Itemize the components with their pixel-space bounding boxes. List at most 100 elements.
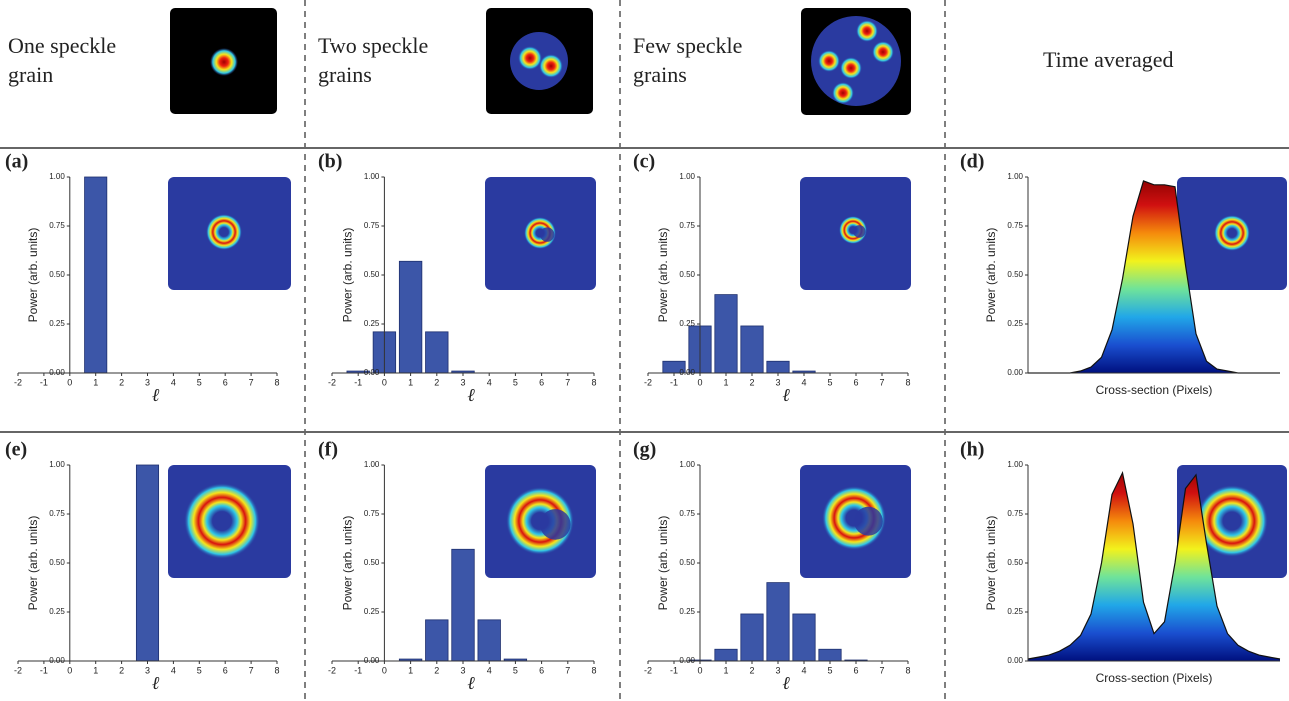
y-tick-label: 0.75 <box>49 221 65 230</box>
y-axis-label: Power (arb. units) <box>656 228 670 323</box>
panel: (c) -2 -1 0 1 2 3 4 5 6 7 8 ℓ 0.00 0.25 0.50 0.75 1.00 Pow… <box>633 151 911 405</box>
y-axis-label: Power (arb. units) <box>984 516 998 611</box>
x-axis-label: ℓ <box>782 673 790 693</box>
column-title: grain <box>8 62 53 87</box>
x-axis-label: ℓ <box>152 385 160 405</box>
x-tick-label: 7 <box>249 377 254 387</box>
x-tick-label: -2 <box>328 665 336 675</box>
x-tick-label: 4 <box>801 377 806 387</box>
speckle <box>539 54 563 78</box>
panel: (f) -2 -1 0 1 2 3 4 5 6 7 8 ℓ 0.00 0.25 0.50 0.75 1.00 Pow… <box>318 439 597 694</box>
y-tick-label: 0.00 <box>1007 368 1023 377</box>
x-tick-label: 5 <box>513 665 518 675</box>
x-tick-label: 6 <box>853 377 858 387</box>
panel: (d) Cross-section (Pixels) 0.00 0.25 0.50 0.7… <box>960 151 1287 397</box>
speckle <box>872 41 894 63</box>
x-tick-label: 3 <box>460 377 465 387</box>
x-tick-label: 2 <box>749 665 754 675</box>
x-tick-label: 8 <box>274 665 279 675</box>
x-axis-label: ℓ <box>467 673 475 693</box>
inset-dark-spot <box>540 227 555 242</box>
panel-label: (a) <box>5 151 28 173</box>
y-tick-label: 1.00 <box>49 172 65 181</box>
x-tick-label: 2 <box>434 377 439 387</box>
x-tick-label: 6 <box>853 665 858 675</box>
inset-beam <box>1214 215 1250 251</box>
x-tick-label: 0 <box>697 377 702 387</box>
panel-label: (d) <box>960 151 984 173</box>
y-tick-label: 0.00 <box>364 656 380 665</box>
x-tick-label: 4 <box>171 377 176 387</box>
x-tick-label: -2 <box>328 377 336 387</box>
x-tick-label: -1 <box>354 377 362 387</box>
y-tick-label: 0.50 <box>49 270 65 279</box>
y-tick-label: 1.00 <box>1007 172 1023 181</box>
x-tick-label: -1 <box>670 665 678 675</box>
x-tick-label: 4 <box>171 665 176 675</box>
bar <box>714 648 738 662</box>
y-tick-label: 0.75 <box>1007 221 1023 230</box>
x-axis-label: ℓ <box>152 673 160 693</box>
x-tick-label: 5 <box>197 377 202 387</box>
panel-label: (c) <box>633 151 655 173</box>
panel-label: (h) <box>960 439 984 461</box>
x-tick-label: 7 <box>879 665 884 675</box>
x-tick-label: 6 <box>539 377 544 387</box>
x-axis-label: Cross-section (Pixels) <box>1096 671 1213 685</box>
y-tick-label: 0.00 <box>49 656 65 665</box>
curve <box>1027 470 1281 660</box>
y-tick-label: 0.25 <box>49 319 65 328</box>
y-axis-label: Power (arb. units) <box>341 228 355 323</box>
x-tick-label: 4 <box>487 377 492 387</box>
bar <box>84 176 108 374</box>
x-tick-label: 7 <box>879 377 884 387</box>
inset-dark-spot <box>853 225 866 238</box>
x-tick-label: 1 <box>723 665 728 675</box>
column-title: Two speckle <box>318 33 428 58</box>
inset-beam <box>1196 485 1268 557</box>
bar <box>792 613 816 662</box>
x-tick-label: 3 <box>775 377 780 387</box>
y-tick-label: 0.50 <box>679 270 695 279</box>
x-axis-label: Cross-section (Pixels) <box>1096 383 1213 397</box>
y-tick-label: 0.75 <box>679 509 695 518</box>
panel-label: (f) <box>318 439 338 461</box>
x-tick-label: -1 <box>40 665 48 675</box>
x-tick-label: 6 <box>539 665 544 675</box>
inset-dark-spot <box>854 506 883 536</box>
y-axis-label: Power (arb. units) <box>341 516 355 611</box>
x-tick-label: 4 <box>487 665 492 675</box>
x-tick-label: -1 <box>354 665 362 675</box>
x-tick-label: 1 <box>93 377 98 387</box>
x-tick-label: 7 <box>249 665 254 675</box>
y-tick-label: 0.00 <box>679 656 695 665</box>
y-tick-label: 1.00 <box>49 460 65 469</box>
x-tick-label: 2 <box>749 377 754 387</box>
y-tick-label: 0.00 <box>364 368 380 377</box>
x-tick-label: 3 <box>145 377 150 387</box>
x-tick-label: 2 <box>119 377 124 387</box>
y-tick-label: 0.75 <box>364 221 380 230</box>
panel-label: (e) <box>5 439 27 461</box>
y-tick-label: 0.50 <box>49 558 65 567</box>
x-tick-label: 5 <box>513 377 518 387</box>
y-tick-label: 0.25 <box>364 319 380 328</box>
panel: (a) -2 -1 0 1 2 3 4 5 6 7 8 ℓ 0.00 0.25 0.50 0.75 1.00 Pow… <box>5 151 291 405</box>
x-tick-label: -2 <box>14 665 22 675</box>
x-tick-label: 8 <box>905 665 910 675</box>
column-title: Few speckle <box>633 33 742 58</box>
y-tick-label: 0.75 <box>49 509 65 518</box>
x-tick-label: 0 <box>382 665 387 675</box>
x-tick-label: 7 <box>565 665 570 675</box>
speckle <box>518 46 542 70</box>
panel: (g) -2 -1 0 1 2 3 4 5 6 7 8 ℓ 0.00 0.25 0.50 0.75 1.00 Pow… <box>633 439 911 693</box>
y-axis-label: Power (arb. units) <box>984 228 998 323</box>
bar <box>425 331 449 374</box>
bar <box>818 648 842 662</box>
y-tick-label: 0.50 <box>364 270 380 279</box>
bar <box>477 619 501 662</box>
y-tick-label: 1.00 <box>679 172 695 181</box>
y-tick-label: 1.00 <box>364 460 380 469</box>
x-tick-label: 2 <box>119 665 124 675</box>
